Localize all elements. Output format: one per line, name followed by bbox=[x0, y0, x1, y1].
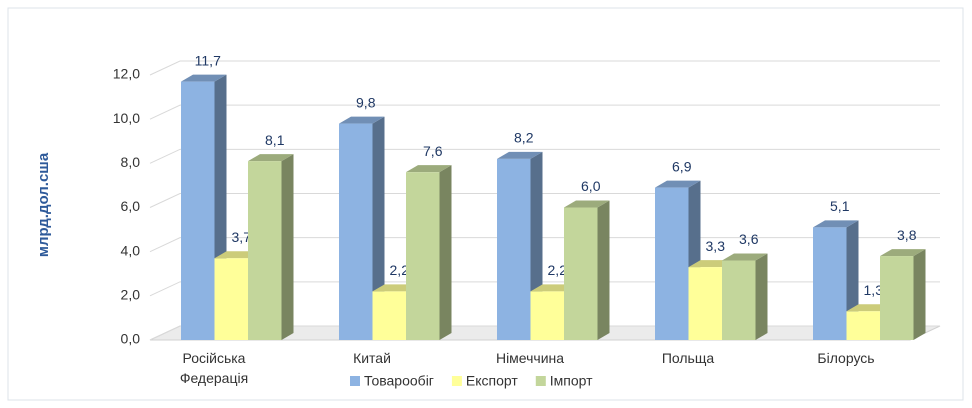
data-label: 5,1 bbox=[830, 198, 850, 214]
bar bbox=[655, 187, 689, 340]
data-label: 2,2 bbox=[390, 262, 410, 278]
bar-top bbox=[880, 249, 926, 257]
x-tick-label: Німеччина bbox=[495, 350, 565, 366]
y-tick-label: 0,0 bbox=[121, 331, 141, 347]
y-axis-title: млрд.дол.сша bbox=[35, 152, 52, 257]
bar-side bbox=[597, 200, 610, 340]
legend-swatch bbox=[535, 376, 546, 386]
bar bbox=[813, 227, 847, 340]
chart-frame bbox=[7, 7, 964, 401]
bar bbox=[688, 267, 722, 340]
bar-top bbox=[722, 253, 768, 261]
bar-top bbox=[339, 116, 385, 124]
bar bbox=[564, 207, 598, 340]
x-tick-label: Китай bbox=[353, 350, 391, 366]
bar bbox=[497, 158, 531, 340]
data-label: 1,3 bbox=[864, 282, 884, 298]
bar-top bbox=[181, 74, 227, 82]
bar bbox=[181, 81, 215, 340]
bar bbox=[846, 311, 880, 340]
data-label: 3,7 bbox=[232, 229, 252, 245]
bar-side bbox=[913, 249, 926, 340]
bar bbox=[530, 291, 564, 340]
bar bbox=[214, 258, 248, 340]
data-label: 2,2 bbox=[548, 262, 568, 278]
grid-line bbox=[149, 148, 940, 164]
bar bbox=[248, 161, 282, 340]
y-tick-label: 12,0 bbox=[113, 66, 140, 82]
data-label: 3,3 bbox=[706, 238, 726, 254]
y-tick-label: 4,0 bbox=[121, 242, 141, 258]
data-label: 11,7 bbox=[195, 52, 221, 68]
legend-label: Товарообіг bbox=[364, 373, 434, 389]
data-label: 9,8 bbox=[356, 94, 376, 110]
bar-side bbox=[372, 116, 385, 340]
y-tick-label: 8,0 bbox=[121, 154, 141, 170]
x-tick-label: Російська Федерація bbox=[179, 350, 249, 386]
y-tick-label: 2,0 bbox=[121, 287, 141, 303]
data-label: 3,8 bbox=[897, 227, 917, 243]
bar-top bbox=[248, 154, 294, 162]
y-tick-label: 6,0 bbox=[121, 198, 141, 214]
legend-label: Імпорт bbox=[550, 373, 593, 389]
x-tick-label: Білорусь bbox=[817, 350, 875, 366]
bar bbox=[339, 123, 373, 340]
bar bbox=[372, 291, 406, 340]
bar-top bbox=[497, 151, 543, 159]
bar-top bbox=[813, 220, 859, 228]
data-label: 3,6 bbox=[739, 231, 759, 247]
legend-swatch bbox=[350, 376, 360, 386]
bar bbox=[880, 256, 914, 340]
grid-line bbox=[149, 104, 940, 120]
bar bbox=[406, 172, 440, 340]
grid-line bbox=[149, 60, 940, 76]
legend-swatch bbox=[451, 376, 462, 386]
bar-top bbox=[406, 165, 452, 173]
bar-side bbox=[755, 253, 768, 340]
bar-side bbox=[439, 165, 452, 340]
data-label: 8,2 bbox=[514, 130, 534, 146]
bar bbox=[722, 260, 756, 340]
bar-top bbox=[655, 180, 701, 188]
data-label: 6,9 bbox=[672, 158, 692, 174]
data-label: 7,6 bbox=[423, 143, 443, 159]
data-label: 6,0 bbox=[581, 178, 601, 194]
legend-label: Експорт bbox=[466, 373, 518, 389]
bar-top bbox=[564, 200, 610, 208]
x-tick-label: Польща bbox=[661, 350, 715, 366]
y-tick-label: 10,0 bbox=[113, 110, 140, 126]
bar-side bbox=[281, 154, 294, 340]
data-label: 8,1 bbox=[265, 132, 285, 148]
